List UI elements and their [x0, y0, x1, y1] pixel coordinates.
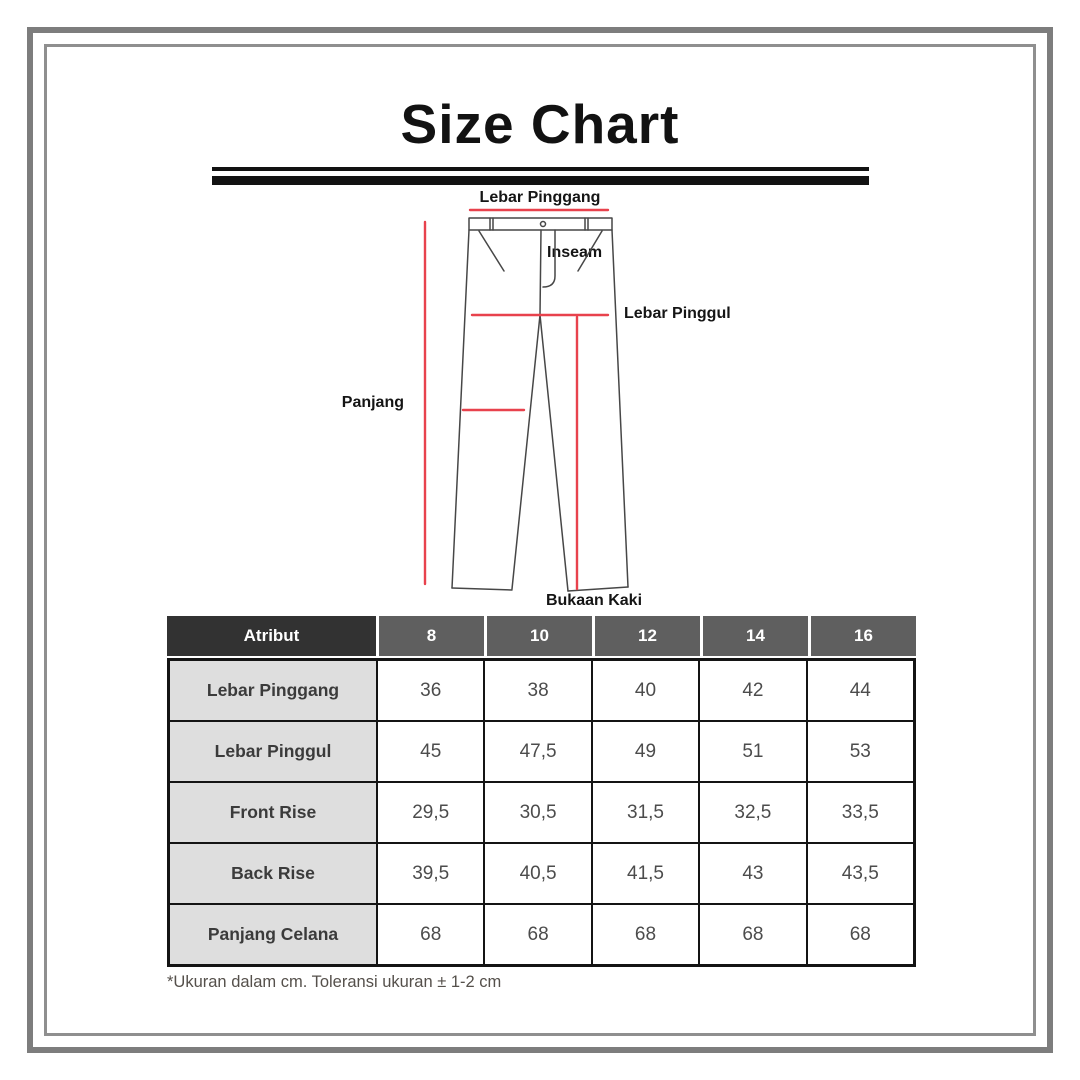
table-cell: 43,5	[807, 844, 913, 903]
table-cell: 47,5	[485, 722, 591, 781]
pants-diagram	[423, 208, 629, 592]
table-cell: 44	[807, 661, 913, 720]
page-frame-inner	[44, 44, 1036, 1036]
pants-fly-center-seam	[539, 229, 542, 316]
table-cell: 31,5	[592, 783, 699, 842]
row-label-panjang-celana: Panjang Celana	[170, 905, 376, 964]
label-leg-opening: Bukaan Kaki	[545, 592, 643, 609]
table-cell: 38	[485, 661, 591, 720]
pants-outer-seam-left	[451, 229, 470, 589]
pants-button	[539, 220, 547, 228]
label-hip-width: Lebar Pinggul	[624, 305, 731, 322]
pants-inner-seam-right	[539, 314, 569, 592]
pants-pocket-right	[577, 230, 603, 272]
pants-hem-right	[567, 586, 629, 592]
table-header-size-16: 16	[811, 616, 916, 656]
size-tolerance-note: *Ukuran dalam cm. Toleransi ukuran ± 1-2…	[167, 973, 502, 991]
table-cell: 39,5	[378, 844, 484, 903]
pants-inner-seam-left	[511, 314, 541, 590]
page-frame-outer	[27, 27, 1053, 1053]
table-cell: 32,5	[700, 783, 806, 842]
table-cell: 41,5	[592, 844, 699, 903]
table-header-size-14: 14	[703, 616, 808, 656]
row-label-back-rise: Back Rise	[170, 844, 376, 903]
table-cell: 36	[378, 661, 484, 720]
table-cell: 68	[592, 905, 699, 964]
title-divider	[212, 167, 869, 185]
pants-belt-loop-right	[584, 217, 589, 231]
row-label-lebar-pinggul: Lebar Pinggul	[170, 722, 376, 781]
table-cell: 68	[378, 905, 484, 964]
pants-hem-left	[451, 587, 513, 591]
size-table-body: Lebar Pinggang 36 38 40 42 44 Lebar Ping…	[167, 658, 916, 967]
size-table-header: Atribut 8 10 12 14 16	[167, 616, 916, 656]
table-cell: 68	[485, 905, 591, 964]
table-cell: 68	[700, 905, 806, 964]
table-cell: 43	[700, 844, 806, 903]
table-cell: 40,5	[485, 844, 591, 903]
row-label-lebar-pinggang: Lebar Pinggang	[170, 661, 376, 720]
table-cell: 42	[700, 661, 806, 720]
table-cell: 49	[592, 722, 699, 781]
table-header-atribut: Atribut	[167, 616, 376, 656]
table-header-size-10: 10	[487, 616, 592, 656]
table-cell: 33,5	[807, 783, 913, 842]
title-divider-thin-line	[212, 167, 869, 171]
table-cell: 51	[700, 722, 806, 781]
label-inseam: Inseam	[547, 244, 603, 261]
title-divider-thick-line	[212, 176, 869, 185]
table-cell: 45	[378, 722, 484, 781]
row-label-front-rise: Front Rise	[170, 783, 376, 842]
table-header-size-12: 12	[595, 616, 700, 656]
label-waist-width: Lebar Pinggang	[479, 189, 601, 206]
table-cell: 68	[807, 905, 913, 964]
pants-pocket-left	[478, 230, 505, 272]
pants-fly-stitch	[542, 229, 556, 288]
table-cell: 30,5	[485, 783, 591, 842]
label-length: Panjang	[341, 394, 404, 411]
table-cell: 29,5	[378, 783, 484, 842]
pants-outer-seam-right	[611, 229, 629, 588]
table-cell: 53	[807, 722, 913, 781]
pants-belt-loop-left	[489, 217, 494, 231]
page-title: Size Chart	[400, 93, 680, 155]
table-cell: 40	[592, 661, 699, 720]
table-header-size-8: 8	[379, 616, 484, 656]
